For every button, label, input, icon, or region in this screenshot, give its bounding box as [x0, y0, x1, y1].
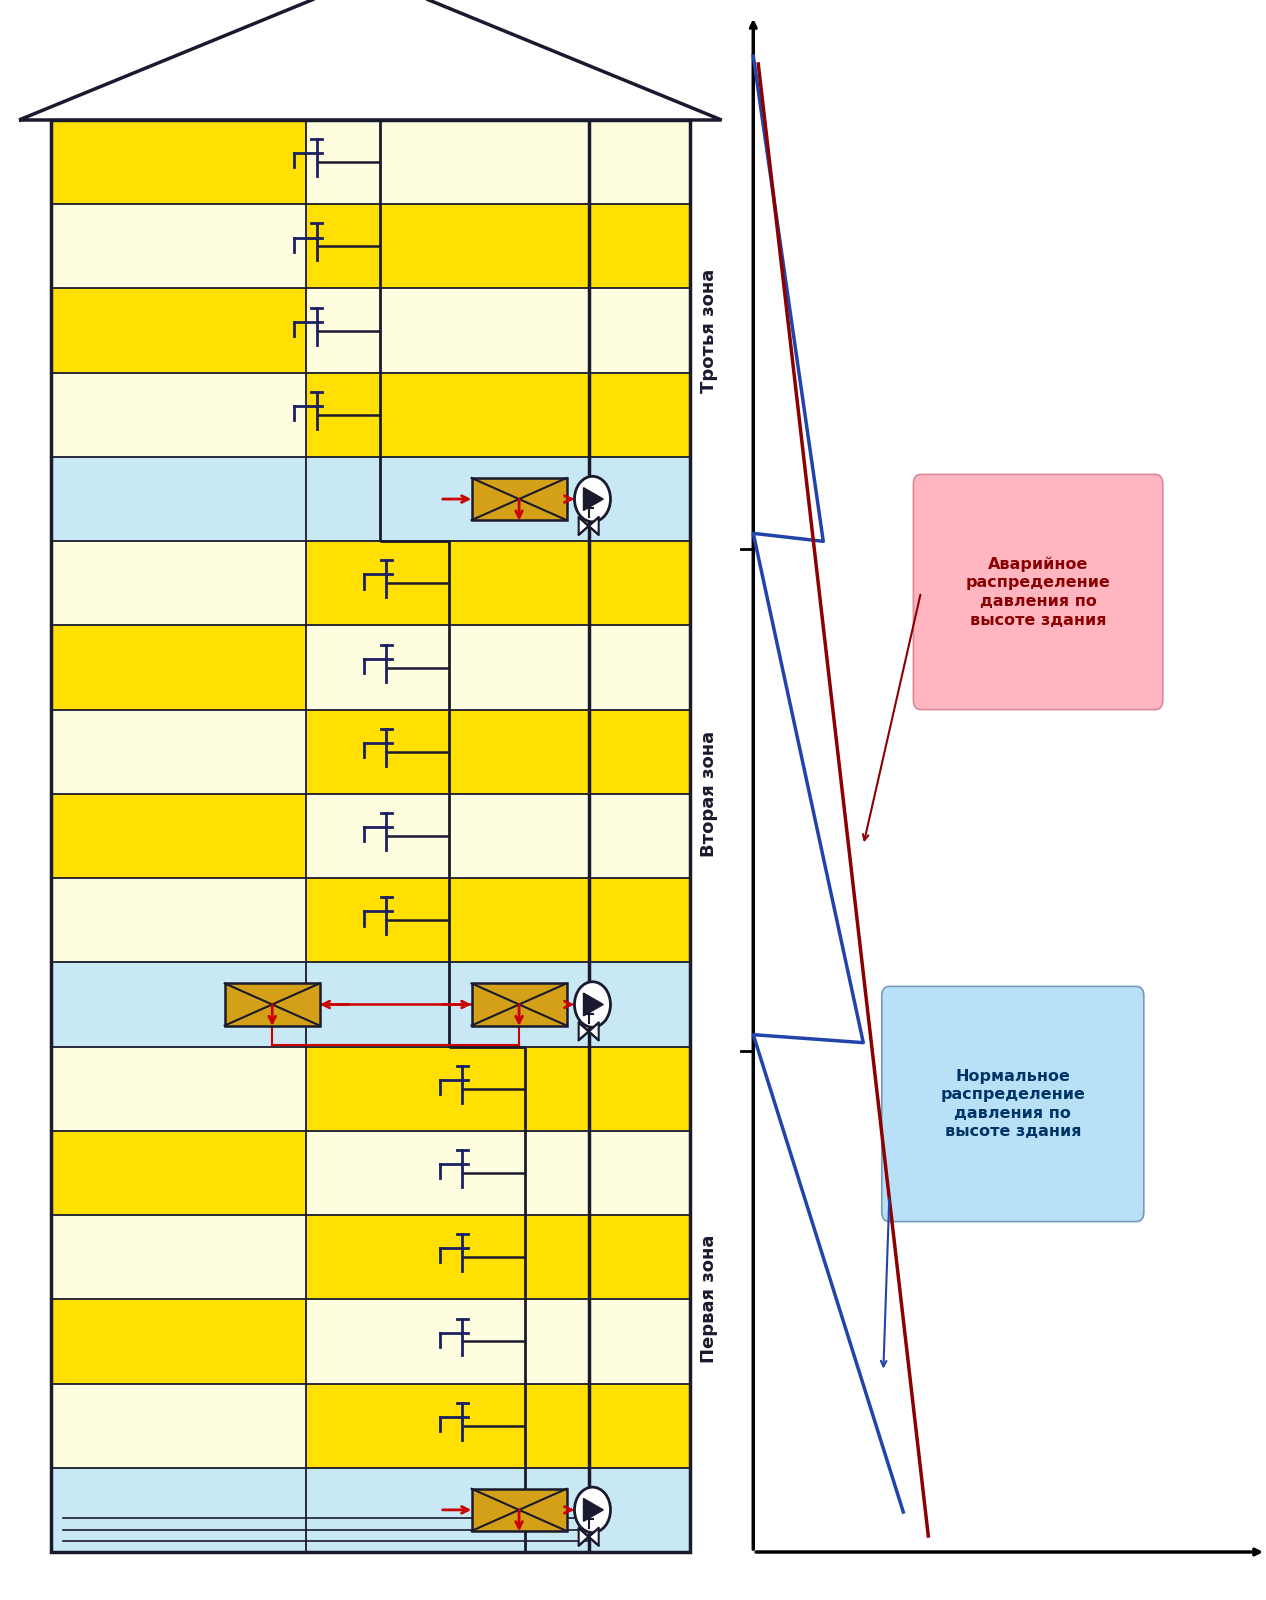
Circle shape	[575, 1486, 610, 1533]
FancyBboxPatch shape	[881, 986, 1143, 1222]
Bar	[51, 962, 306, 1046]
Bar	[51, 1131, 306, 1214]
Bar	[306, 710, 690, 794]
Bar	[51, 1299, 306, 1384]
Bar	[306, 1384, 690, 1467]
Bar	[51, 794, 306, 878]
Bar	[51, 1046, 306, 1131]
Polygon shape	[579, 517, 599, 534]
Polygon shape	[584, 1499, 604, 1522]
Bar	[306, 205, 690, 288]
Bar	[306, 1467, 690, 1552]
Bar	[306, 1214, 690, 1299]
Bar	[51, 626, 306, 710]
Bar	[225, 984, 319, 1026]
Bar	[51, 120, 690, 1552]
Bar	[472, 1490, 567, 1531]
Bar	[306, 1131, 690, 1214]
Circle shape	[575, 477, 610, 522]
Polygon shape	[579, 1528, 599, 1546]
Bar	[306, 541, 690, 626]
Bar	[306, 373, 690, 458]
Text: Первая зона: Первая зона	[700, 1235, 718, 1363]
Bar	[306, 962, 690, 1046]
Bar	[51, 373, 306, 458]
Bar	[306, 626, 690, 710]
Text: Вторая зона: Вторая зона	[700, 731, 718, 858]
Text: Тротья зона: Тротья зона	[700, 269, 718, 392]
Bar	[306, 794, 690, 878]
Bar	[306, 1046, 690, 1131]
Bar	[51, 1214, 306, 1299]
Circle shape	[575, 982, 610, 1027]
Bar	[472, 984, 567, 1026]
Polygon shape	[584, 488, 604, 510]
Bar	[306, 120, 690, 205]
Bar	[51, 458, 306, 541]
Bar	[51, 710, 306, 794]
Bar	[51, 120, 306, 205]
Bar	[51, 541, 306, 626]
Polygon shape	[579, 1022, 599, 1040]
Polygon shape	[584, 994, 604, 1016]
Bar	[306, 288, 690, 373]
FancyBboxPatch shape	[913, 475, 1162, 710]
Text: Аварийное
распределение
давления по
высоте здания: Аварийное распределение давления по высо…	[966, 557, 1110, 627]
Bar	[51, 1384, 306, 1467]
Bar	[306, 878, 690, 962]
Bar	[51, 205, 306, 288]
Text: Нормальное
распределение
давления по
высоте здания: Нормальное распределение давления по выс…	[941, 1069, 1085, 1139]
Bar	[51, 288, 306, 373]
Bar	[51, 878, 306, 962]
Bar	[306, 458, 690, 541]
Bar	[472, 478, 567, 520]
Bar	[51, 1467, 306, 1552]
Bar	[306, 1299, 690, 1384]
